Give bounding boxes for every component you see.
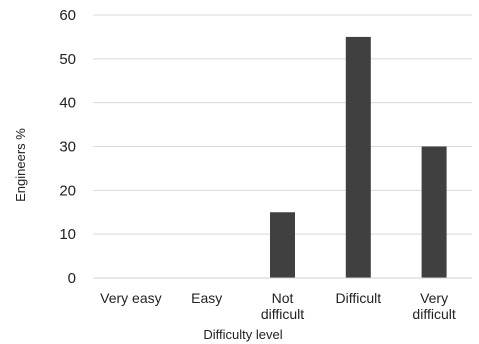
x-category-label: Very easy	[100, 290, 161, 306]
x-category-label: Easy	[191, 290, 222, 306]
y-axis-tick-labels: 0 10 20 30 40 50 60	[59, 7, 76, 287]
y-tick-label: 20	[59, 182, 76, 199]
y-tick-label: 50	[59, 51, 76, 68]
x-category-label: Not	[272, 290, 294, 306]
bar	[270, 212, 295, 278]
bar	[421, 146, 447, 278]
y-tick-label: 10	[59, 226, 76, 243]
y-tick-label: 0	[68, 270, 76, 287]
y-tick-label: 30	[59, 139, 76, 156]
bar	[345, 36, 371, 278]
y-tick-label: 40	[59, 95, 76, 112]
x-category-label: difficult	[412, 306, 455, 322]
x-category-label: difficult	[261, 306, 304, 322]
y-axis-title: Engineers %	[13, 128, 28, 202]
gridlines	[93, 14, 472, 235]
y-tick-label: 60	[59, 7, 76, 24]
x-category-label: Difficult	[335, 290, 381, 306]
x-axis-title: Difficulty level	[203, 327, 282, 342]
bars	[270, 36, 447, 278]
x-category-label: Very	[420, 290, 448, 306]
